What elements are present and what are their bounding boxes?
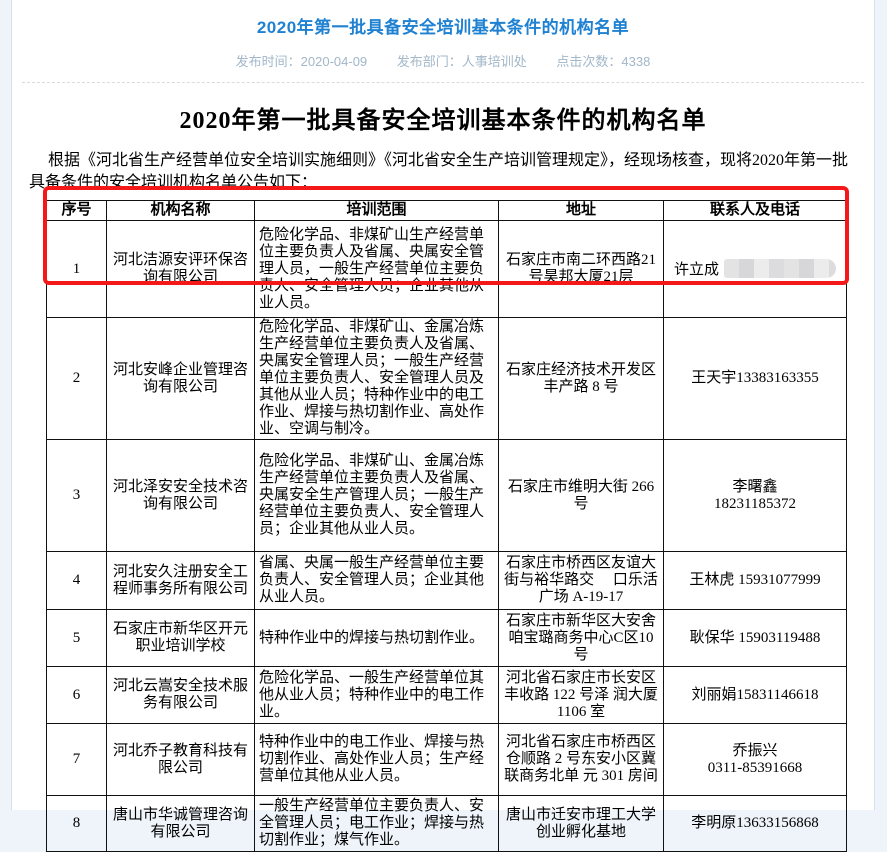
table-row: 4 河北安久注册安全工程师事务所有限公司 省属、央属一般生产经营单位主要负责人、安全… [46, 551, 847, 610]
table-row: 6 河北云嵩安全技术服务有限公司 危险化学品、一般生产经营单位其他从业人员；特种作业… [46, 666, 847, 724]
training-scope: 危险化学品、非煤矿山、金属冶炼生产经营单位主要负责人及省属、央属安全管理人员；一… [254, 317, 499, 440]
org-number: 6 [46, 666, 107, 724]
publish-department: 发布部门：人事培训处 [396, 54, 527, 69]
col-header-no: 序号 [46, 200, 107, 221]
org-address: 石家庄市维明大街 266 号 [498, 439, 664, 552]
table-row: 7 河北乔子教育科技有限公司 特种作业中的电工作业、焊接与热切割作业、高处作业人员；… [46, 723, 847, 796]
redacted-phone-blur [724, 259, 836, 278]
click-count: 点击次数：4338 [556, 54, 651, 69]
org-number: 8 [46, 795, 107, 852]
training-scope: 危险化学品、非煤矿山、金属冶炼生产经营单位主要负责人及省属、央属安全生产管理人员… [254, 439, 499, 552]
org-contact: 李明原13633156868 [663, 795, 847, 852]
org-contact: 耿保华 15903119488 [663, 609, 847, 667]
org-name: 河北乔子教育科技有限公司 [106, 723, 255, 796]
page-title: 2020年第一批具备安全培训基本条件的机构名单 [256, 18, 630, 37]
org-name: 河北安久注册安全工程师事务所有限公司 [106, 551, 255, 610]
org-contact: 王天宇13383163355 [663, 317, 847, 440]
org-address: 石家庄市桥西区友谊大街与裕华路交 口乐活广场 A-19-17 [498, 551, 664, 610]
training-scope: 省属、央属一般生产经营单位主要负责人、安全管理人员；企业其他从业人员。 [254, 551, 499, 610]
article-heading: 2020年第一批具备安全培训基本条件的机构名单 [179, 108, 707, 134]
content-area: 2020年第一批具备安全培训基本条件的机构名单 发布时间：2020-04-09 … [11, 0, 875, 852]
org-number: 5 [46, 609, 107, 667]
publish-date: 发布时间：2020-04-09 [235, 54, 368, 69]
org-contact: 李曙鑫 18231185372 [663, 439, 847, 552]
org-address: 石家庄经济技术开发区丰产路 8 号 [498, 317, 664, 440]
training-scope: 一般生产经营单位主要负责人、安全管理人员；电工作业；焊接与热切割作业；煤气作业。 [254, 795, 499, 852]
org-address: 唐山市迁安市理工大学创业孵化基地 [498, 795, 664, 852]
page-banner: 2020年第一批具备安全培训基本条件的机构名单 发布时间：2020-04-09 … [12, 0, 874, 83]
org-name: 河北洁源安评环保咨询有限公司 [106, 220, 255, 318]
org-address: 河北省石家庄市桥西区仓顺路 2 号东安小区冀联商务北单 元 301 房间 [498, 723, 664, 796]
header-row: 序号 机构名称 培训范围 地址 联系人及电话 [46, 200, 847, 221]
dashed-divider [22, 82, 864, 83]
table-row: 8 唐山市华诚管理咨询有限公司 一般生产经营单位主要负责人、安全管理人员；电工作业；… [46, 795, 847, 852]
col-header-scope: 培训范围 [254, 200, 499, 221]
col-header-address: 地址 [498, 200, 664, 221]
training-scope: 特种作业中的焊接与热切割作业。 [254, 609, 499, 667]
col-header-name: 机构名称 [106, 200, 255, 221]
article-body: 2020年第一批具备安全培训基本条件的机构名单 根据《河北省生产经营单位安全培训… [12, 100, 874, 852]
table-row: 2 河北安峰企业管理咨询有限公司 危险化学品、非煤矿山、金属冶炼生产经营单位主要负责… [46, 317, 847, 440]
org-name: 唐山市华诚管理咨询有限公司 [106, 795, 255, 852]
org-contact: 许立成 [663, 220, 847, 318]
training-scope: 危险化学品、一般生产经营单位其他从业人员；特种作业中的电工作业。 [254, 666, 499, 724]
table-row: 5 石家庄市新华区开元职业培训学校 特种作业中的焊接与热切割作业。 石家庄市新华区大安… [46, 609, 847, 667]
org-number: 3 [46, 439, 107, 552]
org-address: 石家庄市南二环西路21号昊邦大厦21层 [498, 220, 664, 318]
org-name: 石家庄市新华区开元职业培训学校 [106, 609, 255, 667]
org-number: 4 [46, 551, 107, 610]
org-name: 河北泽安安全技术咨询有限公司 [106, 439, 255, 552]
intro-paragraph: 根据《河北省生产经营单位安全培训实施细则》《河北省安全生产培训管理规定》，经现场… [29, 152, 849, 191]
org-number: 7 [46, 723, 107, 796]
publish-meta: 发布时间：2020-04-09 发布部门：人事培训处 点击次数：4338 [12, 51, 874, 70]
org-address: 石家庄市新华区大安舍咱宝璐商务中心C区10号 [498, 609, 664, 667]
org-address: 河北省石家庄市长安区丰收路 122 号泽 润大厦 1106 室 [498, 666, 664, 724]
org-contact: 刘丽娟15831146618 [663, 666, 847, 724]
table-row: 1 河北洁源安评环保咨询有限公司 危险化学品、非煤矿山生产经营单位主要负责人及省属、… [46, 220, 847, 318]
org-name: 河北云嵩安全技术服务有限公司 [106, 666, 255, 724]
training-scope: 危险化学品、非煤矿山生产经营单位主要负责人及省属、央属安全管理人员，一般生产经营… [254, 220, 499, 318]
org-contact: 王林虎 15931077999 [663, 551, 847, 610]
org-table-head: 序号 机构名称 培训范围 地址 联系人及电话 [46, 200, 847, 221]
table-row: 3 河北泽安安全技术咨询有限公司 危险化学品、非煤矿山、金属冶炼生产经营单位主要负责… [46, 439, 847, 552]
org-table-body: 1 河北洁源安评环保咨询有限公司 危险化学品、非煤矿山生产经营单位主要负责人及省属、… [46, 220, 847, 852]
org-contact: 乔振兴 0311-85391668 [663, 723, 847, 796]
org-name: 河北安峰企业管理咨询有限公司 [106, 317, 255, 440]
org-table: 序号 机构名称 培训范围 地址 联系人及电话 1 河北洁源安评环保咨询有限公司 危险… [46, 200, 847, 852]
org-number: 1 [46, 220, 107, 318]
org-number: 2 [46, 317, 107, 440]
training-scope: 特种作业中的电工作业、焊接与热切割作业、高处作业人员；生产经营单位其他从业人员。 [254, 723, 499, 796]
col-header-contact: 联系人及电话 [663, 200, 847, 221]
